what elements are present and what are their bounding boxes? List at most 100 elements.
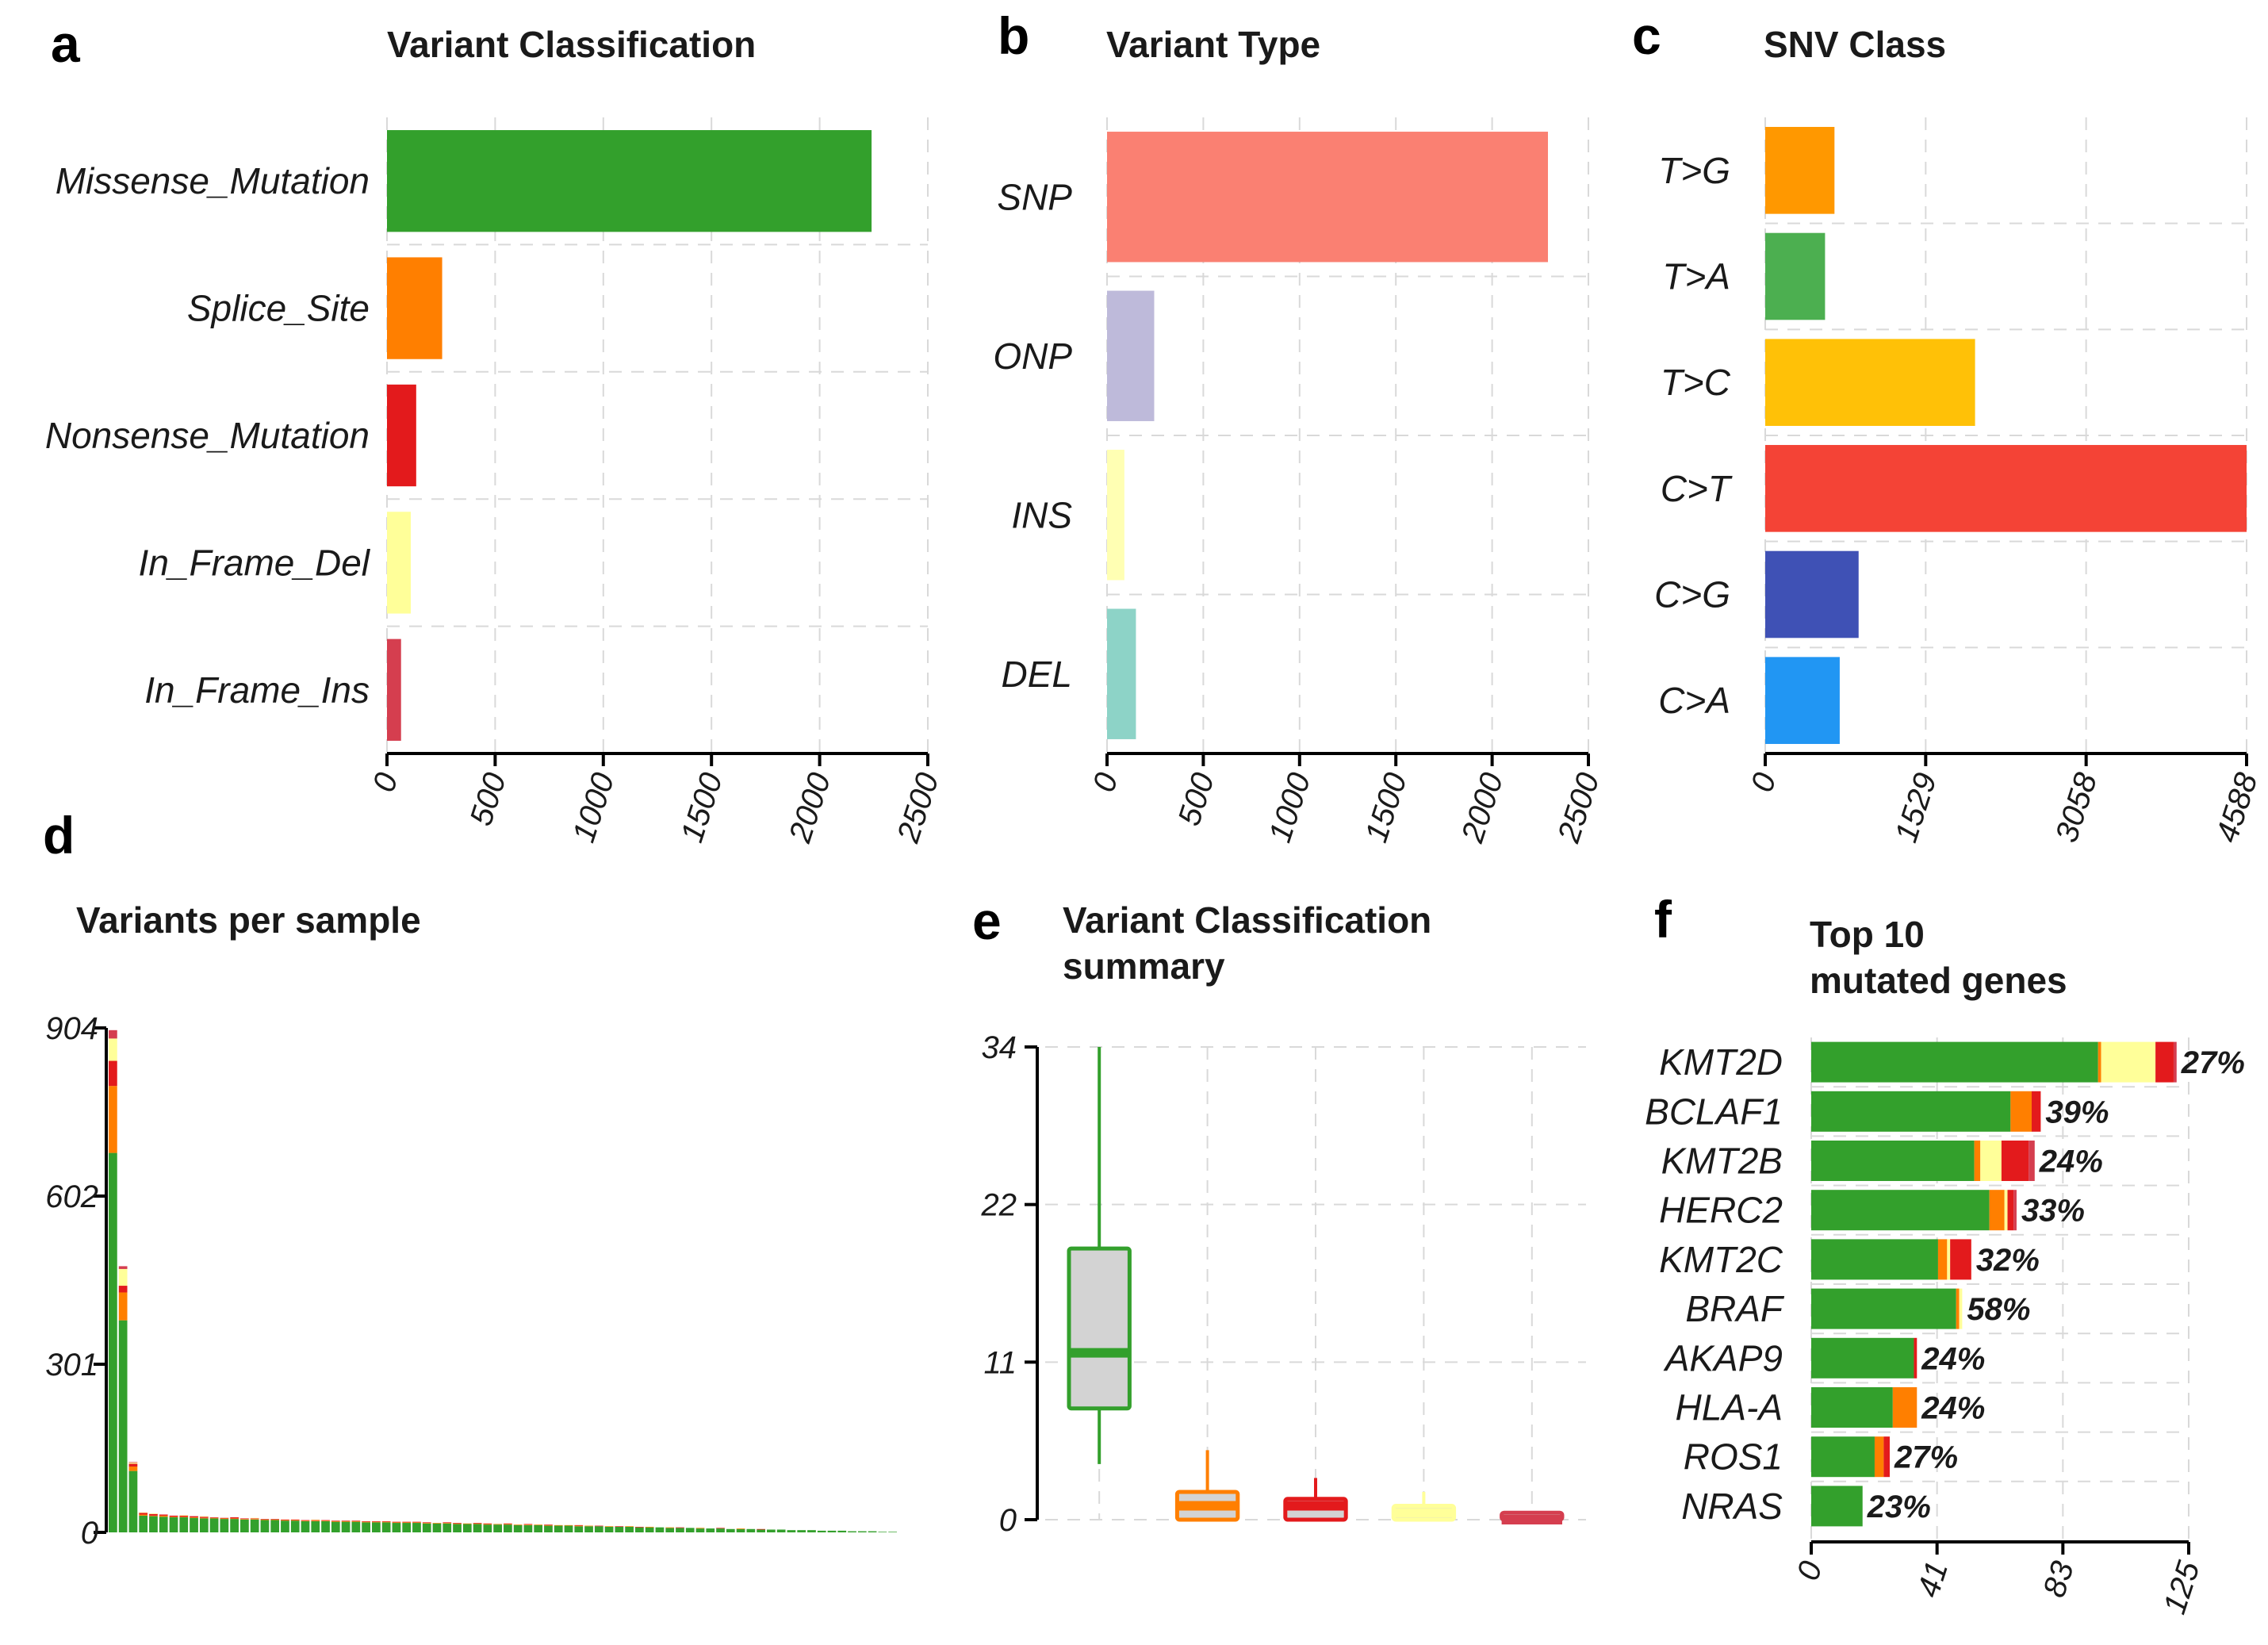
sample-bar-segment-nonsense-mutation	[412, 1521, 421, 1523]
sample-bar-segment-splice-site	[544, 1524, 553, 1526]
sample-bar-segment-splice-site	[301, 1520, 310, 1521]
sample-bar-segment-nonsense-mutation	[301, 1520, 310, 1521]
gene-bar-segment-kmt2b-in-frame-ins	[2029, 1140, 2035, 1182]
gene-bar-segment-kmt2d-nonsense-mutation	[2155, 1041, 2174, 1083]
sample-bar-segment-splice-site	[139, 1514, 148, 1516]
sample-bar-segment-splice-site	[109, 1086, 117, 1153]
sample-bar-segment-splice-site	[149, 1515, 158, 1517]
sample-bar-segment-nonsense-mutation	[270, 1519, 280, 1520]
sample-bar-segment-missense-mutation	[767, 1529, 776, 1532]
gene-bar-segment-kmt2d-in-frame-ins	[2173, 1041, 2177, 1083]
sample-bar-segment-missense-mutation	[665, 1528, 675, 1532]
panel-c-marks: T>G T>A T>C C>T C>G C>A 0 1529 3058 4588	[1654, 117, 2265, 846]
gene-label-kmt2c: KMT2C	[1659, 1239, 1783, 1280]
gene-bar-segment-kmt2c-nonsense-mutation	[1950, 1239, 1971, 1280]
sample-bar-segment-missense-mutation	[169, 1517, 178, 1532]
gene-bar-segment-bclaf1-missense-mutation	[1811, 1091, 2011, 1132]
panel-e-label: e	[972, 892, 1002, 950]
sample-bar-segment-nonsense-mutation	[615, 1526, 624, 1527]
gene-bar-segment-hla-a-splice-site	[1892, 1386, 1917, 1428]
sample-bar-segment-missense-mutation	[311, 1520, 320, 1532]
bar-snp	[1107, 132, 1549, 263]
gene-bar-segment-kmt2b-nonsense-mutation	[2001, 1140, 2029, 1182]
sample-bar-segment-splice-site	[290, 1520, 300, 1521]
sample-bar-segment-missense-mutation	[199, 1518, 209, 1532]
sample-bar-segment-splice-site	[250, 1519, 259, 1520]
sample-bar-segment-missense-mutation	[544, 1525, 553, 1532]
sample-bar-segment-splice-site	[159, 1515, 168, 1517]
gene-label-braf: BRAF	[1685, 1288, 1785, 1329]
sample-bar-segment-missense-mutation	[179, 1517, 189, 1532]
gene-bar-segment-ros1-missense-mutation	[1811, 1436, 1875, 1478]
sample-bar-segment-missense-mutation	[190, 1517, 198, 1532]
gene-bar-segment-kmt2d-missense-mutation	[1811, 1041, 2098, 1083]
gene-bar-segment-kmt2d-in-frame-del	[2101, 1041, 2156, 1083]
gene-percent-kmt2d: 27%	[2181, 1045, 2245, 1080]
gene-label-hla-a: HLA-A	[1676, 1387, 1783, 1428]
sample-bar-segment-splice-site	[625, 1526, 634, 1527]
panel-e: e Variant Classification summary 0 11 22 34	[972, 892, 1586, 1538]
gene-percent-herc2: 33%	[2021, 1194, 2085, 1229]
gene-bar-segment-bclaf1-nonsense-mutation	[2031, 1091, 2041, 1132]
panel-a: a Variant Classification Missense_Mutati…	[45, 14, 946, 847]
sample-bar-segment-missense-mutation	[716, 1528, 725, 1532]
bar-onp	[1107, 290, 1155, 421]
sample-bar-segment-nonsense-mutation	[220, 1517, 229, 1519]
panel-b-title: Variant Type	[1106, 24, 1320, 65]
sample-bar-segment-in-frame-del	[109, 1038, 117, 1061]
sample-bar-segment-missense-mutation	[726, 1528, 735, 1532]
sample-bar-segment-missense-mutation	[706, 1528, 715, 1532]
sample-bar-segment-nonsense-mutation	[128, 1463, 138, 1467]
panel-e-y-tick-label: 0	[999, 1503, 1017, 1538]
panel-e-y-tick-label: 34	[982, 1030, 1017, 1065]
sample-bar-segment-missense-mutation	[281, 1520, 289, 1532]
panel-e-y-tick-label: 22	[981, 1188, 1017, 1223]
category-label-t-a: T>A	[1662, 256, 1730, 297]
category-label-c-g: C>G	[1654, 574, 1730, 615]
bar-c-a	[1765, 657, 1840, 744]
sample-bar-segment-nonsense-mutation	[139, 1513, 148, 1515]
sample-bar-segment-splice-site	[362, 1521, 370, 1523]
sample-bar-segment-missense-mutation	[301, 1520, 310, 1532]
sample-bar-segment-nonsense-mutation	[331, 1520, 340, 1521]
sample-bar-segment-nonsense-mutation	[109, 1060, 117, 1087]
sample-bar-segment-splice-site	[321, 1520, 330, 1521]
sample-bar-segment-missense-mutation	[362, 1522, 370, 1532]
gene-bar-segment-kmt2c-missense-mutation	[1811, 1239, 1938, 1280]
category-label-onp: ONP	[993, 336, 1072, 377]
sample-bar-segment-missense-mutation	[757, 1529, 765, 1532]
category-label-del: DEL	[1002, 654, 1072, 695]
sample-bar-segment-missense-mutation	[645, 1527, 654, 1532]
sample-bar-segment-missense-mutation	[139, 1515, 148, 1532]
sample-bar-segment-missense-mutation	[695, 1528, 705, 1532]
sample-bar-segment-in-frame-del	[149, 1513, 158, 1514]
gene-bar-segment-hla-a-missense-mutation	[1811, 1386, 1893, 1428]
sample-bar-segment-missense-mutation	[412, 1523, 421, 1532]
sample-bar-segment-splice-site	[128, 1466, 138, 1471]
gene-bar-segment-herc2-missense-mutation	[1811, 1190, 1990, 1231]
sample-bar-segment-nonsense-mutation	[381, 1520, 391, 1522]
sample-bar-segment-missense-mutation	[787, 1530, 796, 1532]
sample-bar-segment-missense-mutation	[625, 1526, 634, 1532]
sample-bar-segment-splice-site	[230, 1518, 239, 1520]
panel-b-x-tick-label: 1000	[1262, 769, 1317, 846]
panel-a-x-tick-label: 2000	[783, 769, 838, 847]
panel-b: b Variant Type SNP ONP INS DEL 0 500 1000 1500 2…	[993, 6, 1606, 847]
gene-label-akap9: AKAP9	[1663, 1337, 1783, 1379]
panel-d-y-tick-label: 301	[45, 1348, 98, 1382]
sample-bar-segment-missense-mutation	[584, 1526, 593, 1532]
sample-bar-segment-nonsense-mutation	[260, 1519, 270, 1520]
bar-c-t	[1765, 445, 2247, 532]
sample-bar-segment-splice-site	[584, 1525, 593, 1527]
gene-label-ros1: ROS1	[1684, 1436, 1783, 1478]
sample-bar-segment-nonsense-mutation	[635, 1526, 644, 1528]
panel-b-x-tick-label: 1500	[1358, 769, 1413, 846]
sample-bar-segment-missense-mutation	[250, 1519, 259, 1532]
gene-percent-bclaf1: 39%	[2045, 1095, 2109, 1129]
sample-bar-segment-missense-mutation	[159, 1517, 168, 1532]
sample-bar-segment-missense-mutation	[676, 1528, 684, 1532]
panel-f-title-line-2: mutated genes	[1810, 960, 2067, 1001]
gene-bar-segment-kmt2b-in-frame-del	[1980, 1140, 2002, 1182]
gene-percent-kmt2b: 24%	[2039, 1145, 2103, 1179]
sample-bar-segment-splice-site	[574, 1525, 584, 1527]
